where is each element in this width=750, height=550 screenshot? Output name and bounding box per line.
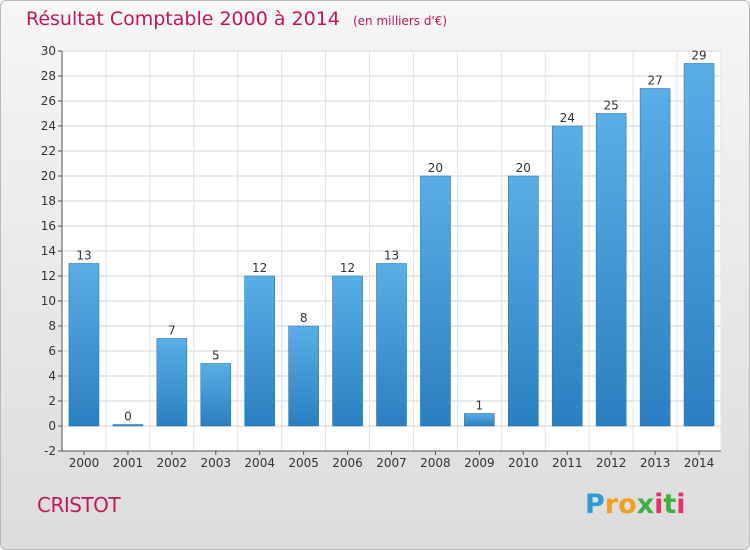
x-tick-label-2005: 2005 bbox=[288, 456, 319, 470]
bar-2008 bbox=[420, 175, 451, 427]
x-tick-label-2014: 2014 bbox=[684, 456, 715, 470]
bar-2012 bbox=[595, 113, 627, 427]
logo-letter: i bbox=[654, 489, 664, 520]
y-tick-label: -2 bbox=[44, 444, 56, 458]
y-tick-label: 2 bbox=[48, 394, 56, 408]
bar-2005 bbox=[288, 325, 319, 427]
logo-letter: i bbox=[676, 489, 686, 520]
y-tick-label: 18 bbox=[41, 194, 56, 208]
x-tick-label-2003: 2003 bbox=[200, 456, 231, 470]
y-tick-label: 26 bbox=[41, 94, 56, 108]
bar-2007 bbox=[376, 263, 407, 427]
x-tick-label-2008: 2008 bbox=[420, 456, 451, 470]
value-label-2006: 12 bbox=[340, 261, 355, 275]
value-label-2007: 13 bbox=[384, 249, 399, 263]
bar-2000 bbox=[68, 263, 100, 427]
x-tick-label-2013: 2013 bbox=[640, 456, 671, 470]
value-label-2005: 8 bbox=[300, 311, 308, 325]
bar-2003 bbox=[200, 363, 232, 427]
logo-letter: o bbox=[618, 489, 637, 520]
logo-letter: t bbox=[663, 489, 677, 520]
y-tick-label: 24 bbox=[41, 119, 56, 133]
x-tick-label-2007: 2007 bbox=[376, 456, 407, 470]
y-tick-label: 0 bbox=[48, 419, 56, 433]
value-label-2010: 20 bbox=[516, 161, 531, 175]
y-tick-label: 12 bbox=[41, 269, 56, 283]
chart-title: Résultat Comptable 2000 à 2014 bbox=[26, 8, 340, 30]
x-tick-label-2012: 2012 bbox=[596, 456, 627, 470]
x-tick-label-2002: 2002 bbox=[157, 456, 188, 470]
bar-2010 bbox=[507, 175, 539, 427]
value-label-2000: 13 bbox=[76, 249, 91, 263]
commune-name: CRISTOT bbox=[37, 493, 121, 517]
bar-2002 bbox=[156, 338, 188, 427]
y-tick-label: 28 bbox=[41, 69, 56, 83]
bar-2006 bbox=[332, 275, 363, 427]
y-tick-label: 22 bbox=[41, 144, 56, 158]
chart-subtitle: (en milliers d'€) bbox=[352, 14, 448, 28]
title-row: Résultat Comptable 2000 à 2014 (en milli… bbox=[26, 8, 447, 30]
y-tick-label: 30 bbox=[41, 44, 56, 58]
value-label-2001: 0 bbox=[124, 410, 132, 424]
x-tick-label-2001: 2001 bbox=[113, 456, 144, 470]
value-label-2004: 12 bbox=[252, 261, 267, 275]
value-label-2002: 7 bbox=[168, 324, 176, 338]
value-label-2003: 5 bbox=[212, 349, 220, 363]
y-tick-label: 10 bbox=[41, 294, 56, 308]
y-tick-label: 14 bbox=[41, 244, 56, 258]
value-label-2008: 20 bbox=[428, 161, 443, 175]
bar-2004 bbox=[244, 275, 275, 427]
logo-letter: x bbox=[636, 489, 655, 520]
bar-2001 bbox=[112, 424, 144, 427]
value-label-2011: 24 bbox=[560, 111, 575, 125]
bar-2013 bbox=[639, 88, 671, 427]
value-label-2014: 29 bbox=[691, 49, 706, 63]
proxiti-logo: Proxiti bbox=[585, 489, 686, 520]
y-tick-label: 20 bbox=[41, 169, 56, 183]
bar-2014 bbox=[683, 63, 715, 427]
bar-2009 bbox=[464, 413, 495, 427]
x-tick-label-2000: 2000 bbox=[69, 456, 100, 470]
x-tick-label-2006: 2006 bbox=[332, 456, 363, 470]
value-label-2012: 25 bbox=[604, 99, 619, 113]
y-tick-label: 4 bbox=[48, 369, 56, 383]
x-tick-label-2011: 2011 bbox=[552, 456, 583, 470]
value-label-2009: 1 bbox=[476, 399, 484, 413]
y-tick-label: 8 bbox=[48, 319, 56, 333]
x-tick-label-2009: 2009 bbox=[464, 456, 495, 470]
value-label-2013: 27 bbox=[647, 74, 662, 88]
logo-letter: P bbox=[585, 489, 605, 520]
x-tick-label-2004: 2004 bbox=[244, 456, 275, 470]
y-tick-label: 6 bbox=[48, 344, 56, 358]
x-tick-label-2010: 2010 bbox=[508, 456, 539, 470]
logo-letter: r bbox=[604, 489, 619, 520]
y-tick-label: 16 bbox=[41, 219, 56, 233]
bar-2011 bbox=[551, 125, 583, 427]
